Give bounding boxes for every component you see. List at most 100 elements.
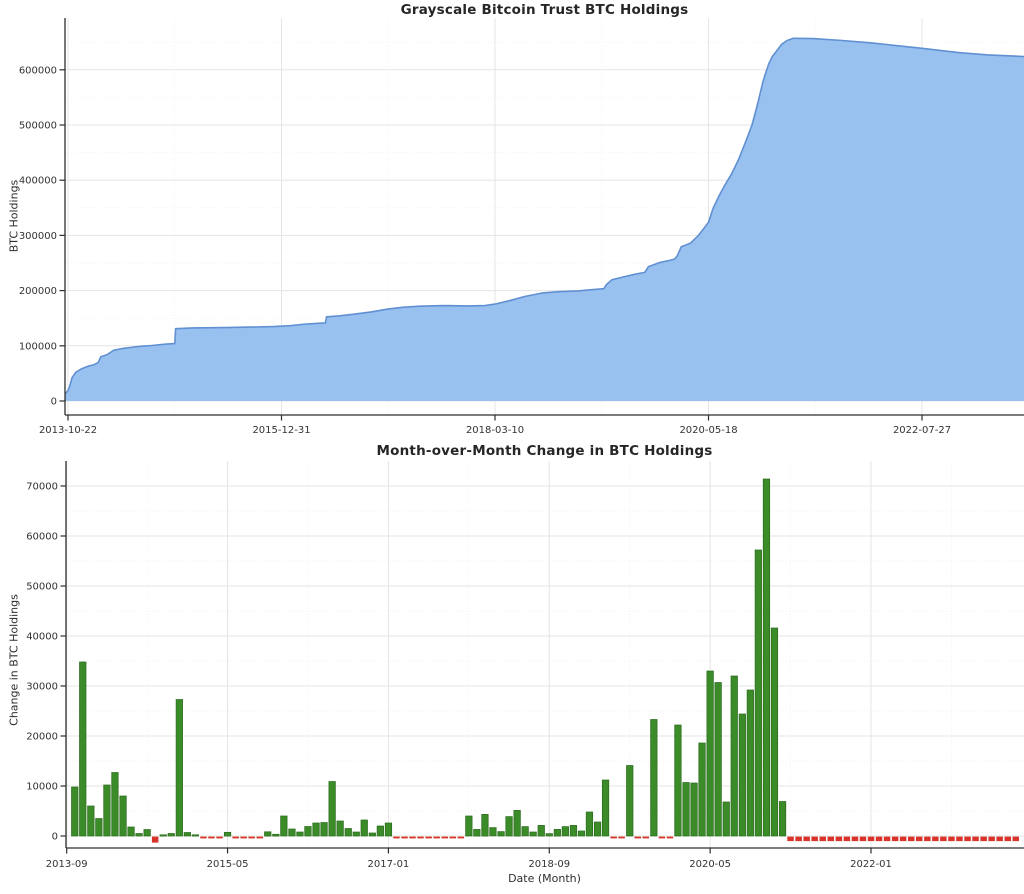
bar-positive <box>706 670 714 837</box>
bar-positive <box>513 810 521 837</box>
bar-positive <box>135 833 143 837</box>
bar-positive <box>143 829 151 837</box>
bar-negative <box>417 836 424 839</box>
bar-positive <box>175 699 183 837</box>
bar-negative <box>200 836 207 839</box>
bar-negative <box>409 836 416 839</box>
bar-negative <box>827 836 834 842</box>
x-tick-label: 2022-01 <box>850 859 892 870</box>
y-tick-label: 70000 <box>26 482 58 493</box>
minor-gridlines <box>66 461 1024 848</box>
bar-negative <box>835 836 843 842</box>
bar-negative <box>867 836 875 842</box>
bar-negative <box>899 836 907 842</box>
bar-negative <box>980 836 987 842</box>
bar-positive <box>111 772 119 837</box>
bar-positive <box>505 816 513 837</box>
holdings-chart-title: Grayscale Bitcoin Trust BTC Holdings <box>400 2 689 18</box>
y-tick-label: 500000 <box>19 121 57 132</box>
bar-positive <box>95 818 103 837</box>
bar-negative <box>859 836 867 842</box>
bar-negative <box>988 836 995 842</box>
bar-negative <box>883 836 891 842</box>
bar-negative <box>843 836 851 842</box>
bar-negative <box>248 836 255 839</box>
bar-negative <box>787 836 794 842</box>
bar-negative <box>232 836 239 839</box>
bar-positive <box>328 781 336 837</box>
bar-positive <box>465 815 473 837</box>
bar-negative <box>441 836 448 839</box>
y-tick-label: 200000 <box>19 286 57 297</box>
bar-positive <box>280 815 288 837</box>
bar-positive <box>296 831 304 837</box>
y-tick-label: 10000 <box>26 782 58 793</box>
bar-positive <box>223 831 232 837</box>
bar-positive <box>650 719 658 837</box>
bar-negative <box>1004 836 1011 842</box>
bar-positive <box>103 784 111 837</box>
x-tick-label: 2017-01 <box>368 859 410 870</box>
bar-negative <box>803 836 810 842</box>
holdings-area <box>65 38 1024 401</box>
y-tick-label: 0 <box>51 397 57 408</box>
bar-negative <box>908 836 915 842</box>
bar-positive <box>738 713 746 837</box>
bar-negative <box>151 836 159 843</box>
bar-positive <box>127 826 135 837</box>
bar-positive <box>312 822 320 837</box>
bar-positive <box>690 782 698 837</box>
bar-positive <box>272 833 280 837</box>
bar-positive <box>778 801 787 837</box>
x-tick-label: 2015-05 <box>207 859 249 870</box>
bar-positive <box>167 833 175 837</box>
y-tick-label: 600000 <box>19 65 57 76</box>
bar-positive <box>722 801 730 837</box>
bar-negative <box>819 836 826 842</box>
y-tick-label: 40000 <box>26 632 58 643</box>
bar-negative <box>948 836 955 842</box>
bar-negative <box>972 836 979 842</box>
bar-positive <box>561 826 569 837</box>
bar-negative <box>964 836 971 842</box>
bar-positive <box>87 805 95 837</box>
bar-positive <box>682 782 690 837</box>
bars <box>71 478 1019 843</box>
bar-positive <box>601 779 610 837</box>
bar-negative <box>401 836 408 839</box>
bar-positive <box>746 689 754 837</box>
bar-positive <box>521 826 529 837</box>
bar-positive <box>545 833 553 837</box>
bar-negative <box>956 836 963 842</box>
bar-negative <box>1012 836 1019 842</box>
bar-positive <box>376 825 384 837</box>
bar-positive <box>762 478 771 837</box>
bar-positive <box>481 814 489 837</box>
bar-positive <box>320 822 328 837</box>
bar-positive <box>593 821 602 837</box>
y-tick-label: 0 <box>52 832 58 843</box>
bar-positive <box>674 724 682 837</box>
x-tick-label: 2018-03-10 <box>466 425 524 436</box>
bar-negative <box>433 836 440 839</box>
bar-negative <box>666 836 674 839</box>
bar-positive <box>183 832 191 837</box>
bar-negative <box>208 836 215 839</box>
bar-positive <box>336 820 344 837</box>
y-tick-label: 100000 <box>19 341 57 352</box>
bar-positive <box>529 831 537 837</box>
bar-positive <box>537 825 545 837</box>
bar-negative <box>216 836 223 839</box>
bar-negative <box>916 836 923 842</box>
bar-positive <box>368 832 376 837</box>
bar-negative <box>618 836 625 839</box>
bar-positive <box>770 627 779 837</box>
bar-negative <box>940 836 947 842</box>
bar-positive <box>585 811 594 837</box>
y-tick-label: 300000 <box>19 231 57 242</box>
mom-change-bar-plot: 0 10000 20000 30000 40000 50000 60000 70000 2013… <box>26 461 1024 870</box>
bar-positive <box>569 825 578 837</box>
bar-positive <box>714 682 722 837</box>
bar-negative <box>256 836 263 839</box>
mom-change-x-axis-label: Date (Month) <box>508 872 581 885</box>
